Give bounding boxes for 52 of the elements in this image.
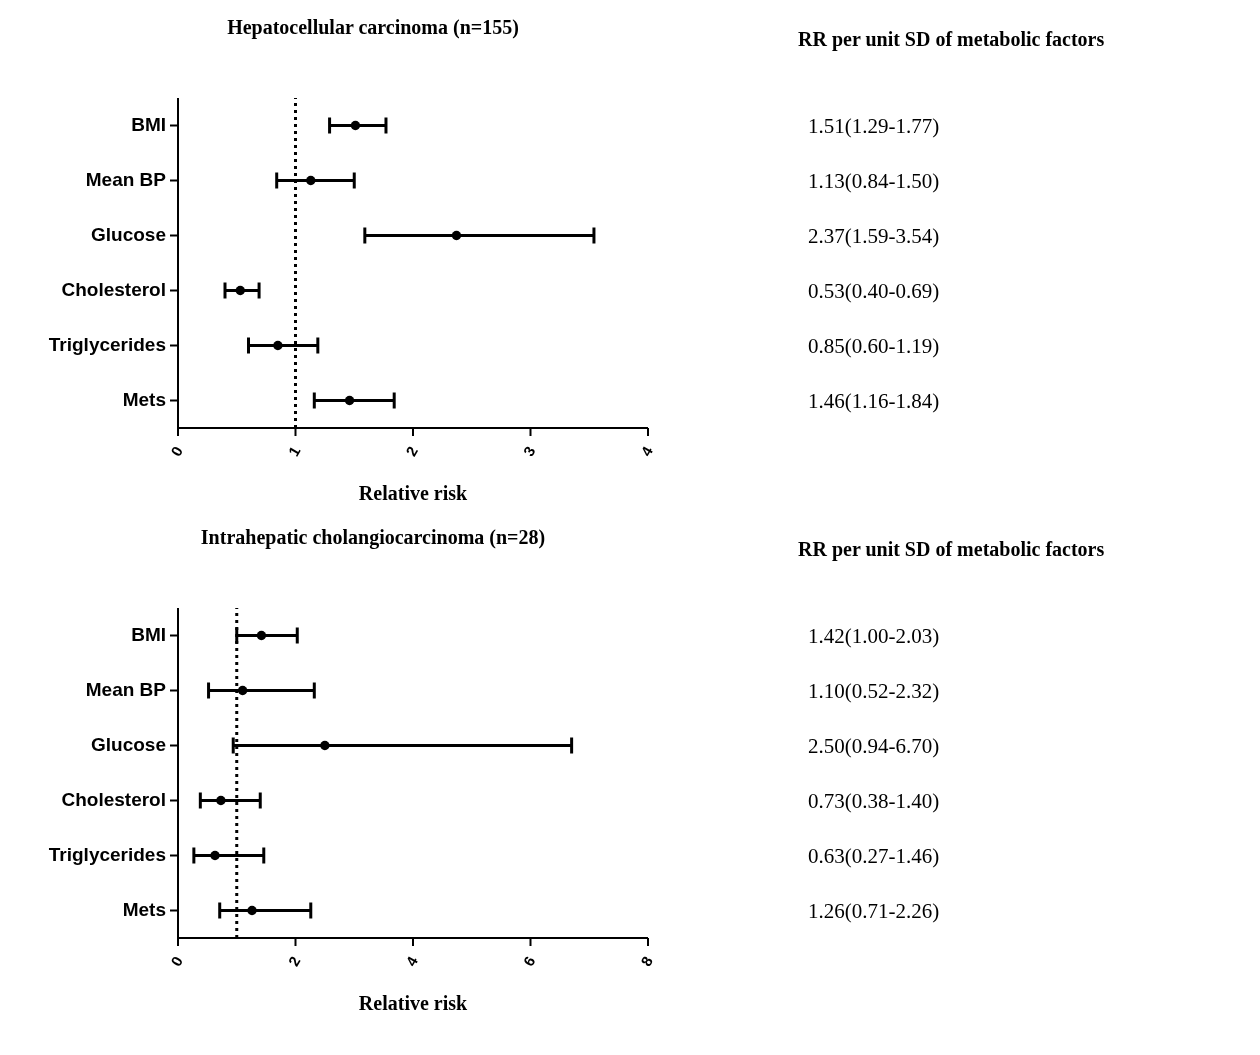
point xyxy=(350,120,361,131)
y-tick-label: Glucose xyxy=(91,733,166,755)
data-label: 1.10(0.52-2.32) xyxy=(808,678,940,704)
y-tick-label: Mets xyxy=(122,898,166,920)
data-label: 0.63(0.27-1.46) xyxy=(808,843,940,869)
x-axis-title: Relative risk xyxy=(358,992,469,1014)
point xyxy=(306,175,316,186)
y-tick-label: Mean BP xyxy=(85,168,167,190)
x-tick-label: 4 xyxy=(637,442,657,460)
data-label: 1.26(0.71-2.26) xyxy=(808,898,940,924)
x-tick-label: 6 xyxy=(519,953,539,970)
point xyxy=(320,740,330,751)
x-tick-label: 2 xyxy=(284,953,304,970)
chart-title: Hepatocellular carcinoma (n=155) xyxy=(226,16,520,39)
y-tick-label: Cholesterol xyxy=(61,278,166,300)
x-tick-label: 3 xyxy=(519,443,539,460)
text: RR per unit SD of metabolic factors xyxy=(798,538,1105,561)
y-tick-label: Mean BP xyxy=(85,678,167,700)
data-label: 2.50(0.94-6.70) xyxy=(808,733,940,759)
data-label: 0.85(0.60-1.19) xyxy=(808,333,940,359)
x-tick-label: 0 xyxy=(167,443,187,460)
y-tick-label: Triglycerides xyxy=(48,333,166,355)
data-label: 0.73(0.38-1.40) xyxy=(808,788,940,814)
data-label: 1.42(1.00-2.03) xyxy=(808,623,940,649)
point xyxy=(344,395,355,406)
point xyxy=(451,230,462,241)
x-axis-title: Relative risk xyxy=(358,482,469,504)
point xyxy=(247,905,257,916)
point xyxy=(235,285,245,296)
x-tick-label: 0 xyxy=(167,953,187,970)
x-tick-label: 2 xyxy=(402,443,422,460)
y-tick-label: Cholesterol xyxy=(61,788,166,810)
point xyxy=(273,340,283,351)
chart-title: Intrahepatic cholangiocarcinoma (n=28) xyxy=(199,526,547,549)
data-label: 2.37(1.59-3.54) xyxy=(808,223,940,249)
y-tick-label: Mets xyxy=(122,388,166,410)
text: RR per unit SD of metabolic factors xyxy=(798,28,1105,51)
point xyxy=(210,850,220,861)
y-tick-label: BMI xyxy=(131,113,166,135)
data-label: 1.13(0.84-1.50) xyxy=(808,168,940,194)
y-tick-label: BMI xyxy=(131,623,166,645)
data-label: 1.51(1.29-1.77) xyxy=(808,113,940,139)
y-tick-label: Glucose xyxy=(91,223,166,245)
data-label: 0.53(0.40-0.69) xyxy=(808,278,940,304)
point xyxy=(256,630,267,641)
point xyxy=(216,795,226,806)
x-tick-label: 1 xyxy=(284,443,304,460)
y-tick-label: Triglycerides xyxy=(48,843,166,865)
point xyxy=(237,685,248,696)
x-tick-label: 8 xyxy=(637,953,657,970)
x-tick-label: 4 xyxy=(402,952,422,970)
data-label: 1.46(1.16-1.84) xyxy=(808,388,940,414)
